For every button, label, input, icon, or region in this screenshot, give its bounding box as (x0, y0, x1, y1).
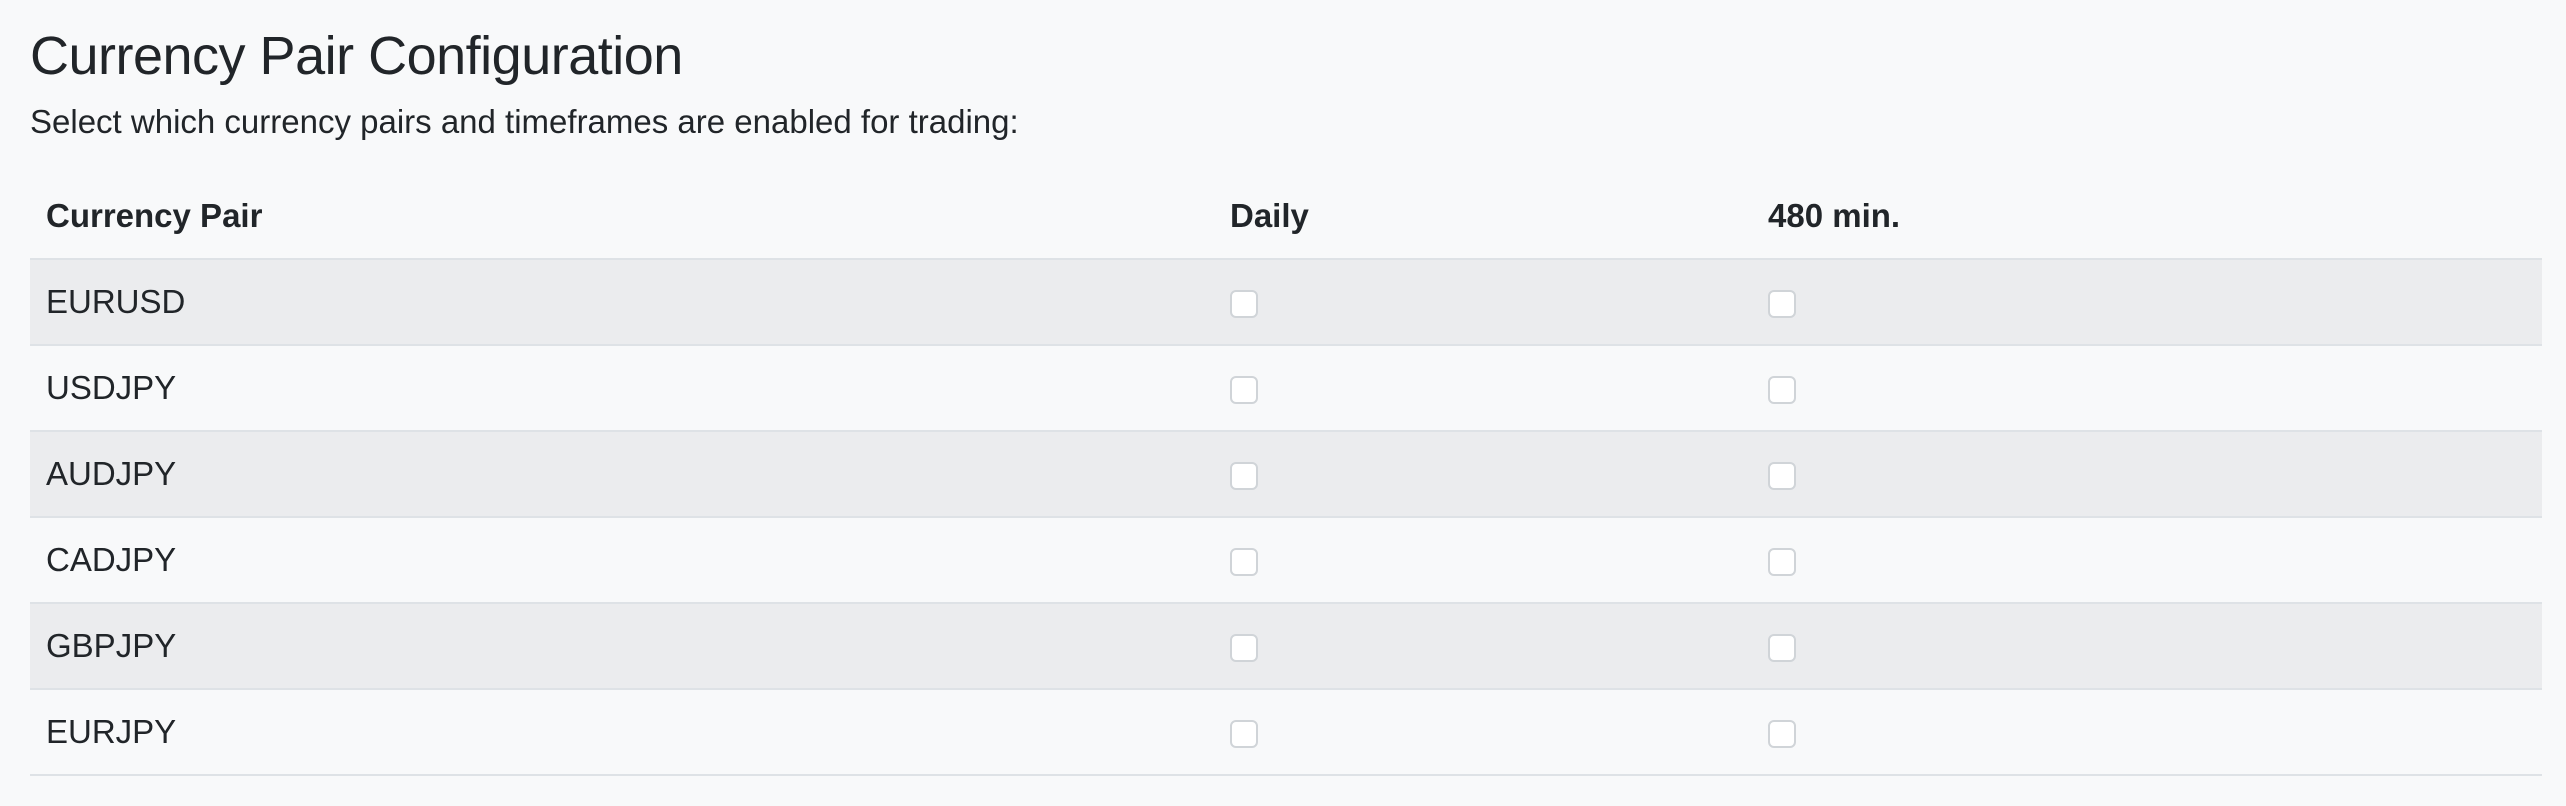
page-subtitle: Select which currency pairs and timefram… (30, 103, 1019, 140)
table-row: CADJPY (30, 517, 2542, 604)
table-row: EURJPY (30, 689, 2542, 776)
daily-checkbox[interactable] (1230, 548, 1258, 577)
currency-pair-cell: GBPJPY (30, 603, 1214, 690)
480-min-cell (1752, 431, 2542, 518)
480-min-checkbox[interactable] (1768, 290, 1796, 319)
daily-checkbox[interactable] (1230, 720, 1258, 749)
table-row: EURUSD (30, 259, 2542, 346)
table-row: AUDJPY (30, 431, 2542, 518)
daily-checkbox[interactable] (1230, 462, 1258, 491)
daily-cell (1214, 517, 1752, 604)
daily-checkbox[interactable] (1230, 634, 1258, 663)
column-header-daily: Daily (1214, 174, 1752, 260)
column-header-480-min: 480 min. (1752, 174, 2542, 260)
currency-pair-cell: USDJPY (30, 345, 1214, 432)
480-min-cell (1752, 689, 2542, 776)
daily-checkbox[interactable] (1230, 376, 1258, 405)
currency-pair-cell: EURJPY (30, 689, 1214, 776)
currency-pair-cell: EURUSD (30, 259, 1214, 346)
daily-cell (1214, 345, 1752, 432)
table-body: EURUSD USDJPY AUDJPY CADJPY GBPJPY (30, 259, 2542, 776)
column-header-currency-pair: Currency Pair (30, 174, 1214, 260)
480-min-cell (1752, 345, 2542, 432)
480-min-cell (1752, 603, 2542, 690)
table-header-row: Currency Pair Daily 480 min. (30, 174, 2542, 260)
480-min-cell (1752, 517, 2542, 604)
page-title: Currency Pair Configuration (30, 26, 683, 86)
480-min-checkbox[interactable] (1768, 462, 1796, 491)
table-row: USDJPY (30, 345, 2542, 432)
daily-cell (1214, 689, 1752, 776)
480-min-cell (1752, 259, 2542, 346)
currency-pair-table: Currency Pair Daily 480 min. EURUSD USDJ… (30, 174, 2542, 776)
table-row: GBPJPY (30, 603, 2542, 690)
480-min-checkbox[interactable] (1768, 720, 1796, 749)
480-min-checkbox[interactable] (1768, 548, 1796, 577)
table-header: Currency Pair Daily 480 min. (30, 174, 2542, 260)
currency-pair-cell: CADJPY (30, 517, 1214, 604)
currency-pair-cell: AUDJPY (30, 431, 1214, 518)
daily-checkbox[interactable] (1230, 290, 1258, 319)
daily-cell (1214, 603, 1752, 690)
daily-cell (1214, 431, 1752, 518)
page-container: Currency Pair Configuration Select which… (30, 0, 2542, 776)
daily-cell (1214, 259, 1752, 346)
480-min-checkbox[interactable] (1768, 376, 1796, 405)
480-min-checkbox[interactable] (1768, 634, 1796, 663)
